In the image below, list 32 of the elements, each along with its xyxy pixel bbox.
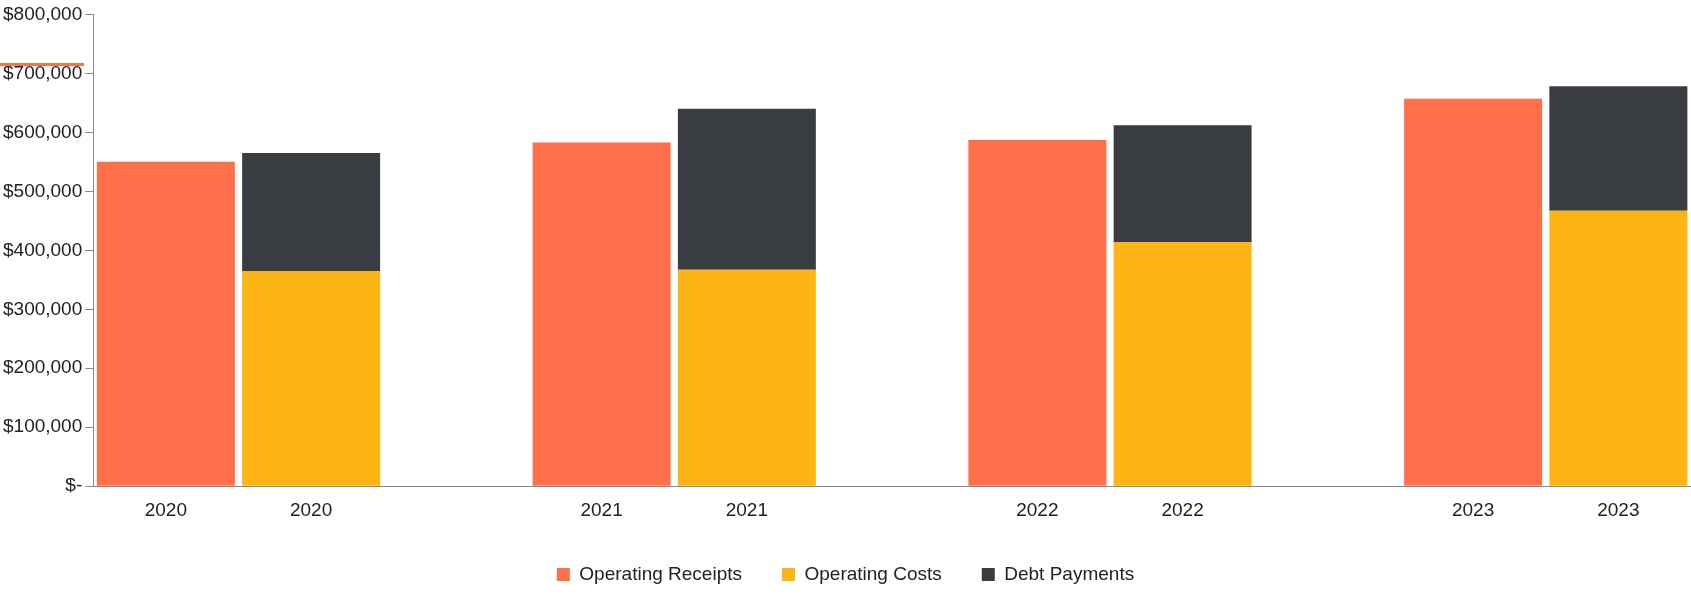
x-tick-label: 2022 [1161, 498, 1204, 520]
x-tick-label: 2023 [1597, 498, 1640, 520]
y-tick-label: $100,000 [3, 415, 83, 437]
bar [677, 269, 816, 486]
bar [1404, 98, 1543, 486]
bar [1113, 242, 1252, 486]
y-tick-label: $- [65, 474, 83, 496]
bar [1549, 86, 1688, 211]
legend-label: Operating Receipts [579, 562, 742, 584]
bar [242, 152, 381, 271]
y-tick-label: $700,000 [3, 61, 83, 83]
bar [968, 140, 1107, 486]
legend-label: Debt Payments [1004, 562, 1135, 584]
bar [96, 161, 235, 486]
bar [1113, 125, 1252, 243]
x-tick-label: 2022 [1016, 498, 1059, 520]
y-tick-label: $400,000 [3, 238, 83, 260]
x-tick-label: 2021 [580, 498, 623, 520]
x-tick-label: 2020 [289, 498, 333, 520]
y-tick-label: $800,000 [3, 2, 83, 24]
y-tick-label: $500,000 [3, 179, 83, 201]
bar [242, 270, 381, 486]
legend-label: Operating Costs [804, 562, 942, 584]
bar [677, 108, 816, 270]
y-tick-label: $600,000 [3, 120, 83, 142]
x-tick-label: 2023 [1451, 498, 1495, 520]
bar [532, 142, 671, 486]
bar [1549, 210, 1688, 486]
x-tick-label: 2021 [725, 498, 769, 520]
x-tick-label: 2020 [144, 498, 188, 520]
y-tick-label: $300,000 [3, 297, 83, 319]
y-tick-label: $200,000 [3, 356, 83, 378]
